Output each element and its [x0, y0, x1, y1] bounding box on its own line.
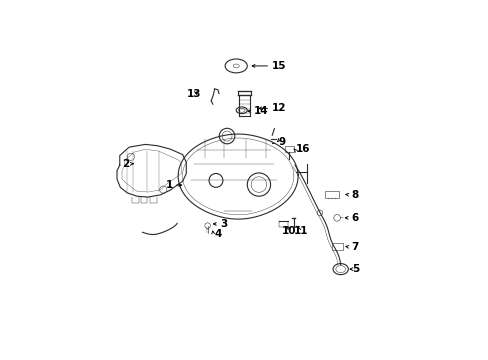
Text: 15: 15: [271, 61, 285, 71]
Text: 13: 13: [186, 89, 201, 99]
Text: 6: 6: [350, 213, 358, 223]
Text: 4: 4: [214, 229, 222, 239]
Text: 10: 10: [282, 226, 296, 236]
Text: 1: 1: [166, 180, 173, 190]
Text: 3: 3: [220, 219, 227, 229]
Text: 16: 16: [295, 144, 309, 154]
Text: 8: 8: [350, 190, 358, 200]
Text: 11: 11: [293, 226, 307, 236]
Text: 9: 9: [278, 136, 285, 147]
Text: 14: 14: [253, 106, 268, 116]
Text: 5: 5: [352, 264, 359, 274]
Text: 7: 7: [350, 242, 358, 252]
Text: 2: 2: [122, 159, 129, 169]
Text: 12: 12: [271, 103, 285, 113]
